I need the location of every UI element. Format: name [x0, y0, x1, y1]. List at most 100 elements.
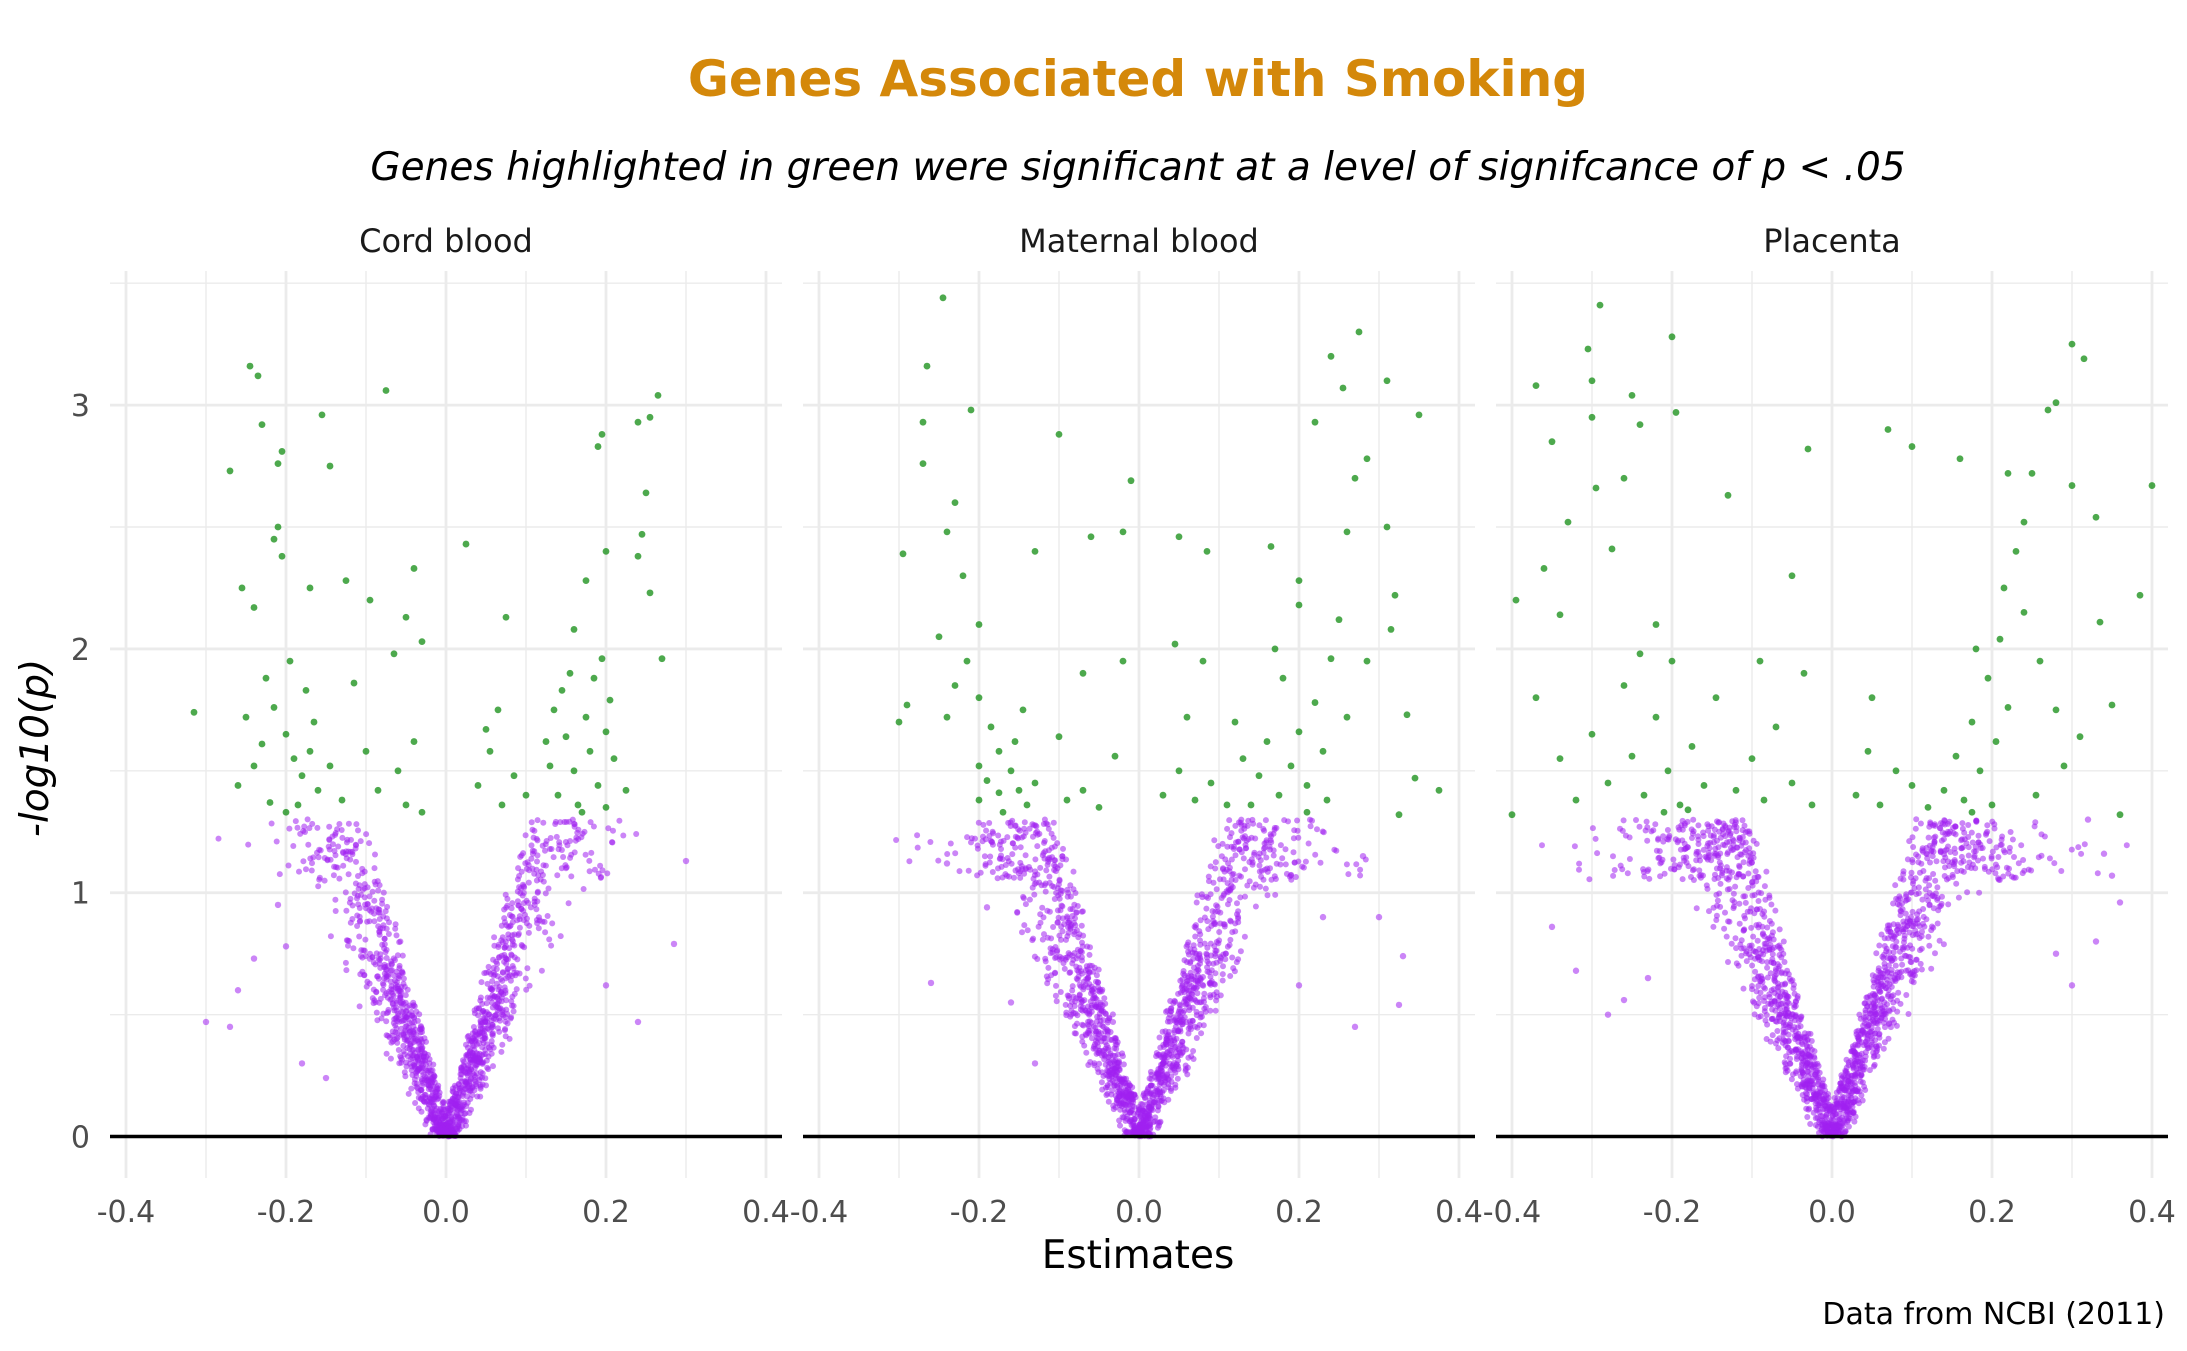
gene-point-nonsig — [1070, 868, 1077, 875]
gene-point-nonsig — [1242, 866, 1248, 873]
gene-point-nonsig — [1902, 910, 1909, 917]
gene-point-nonsig — [534, 920, 541, 927]
gene-point-nonsig — [1716, 859, 1723, 866]
gene-point-nonsig — [1165, 1081, 1172, 1088]
gene-point-sig — [250, 604, 258, 611]
gene-point-nonsig — [1123, 1129, 1130, 1136]
gene-point-nonsig — [353, 821, 360, 828]
gene-point-nonsig — [1771, 990, 1778, 996]
gene-point-nonsig — [394, 952, 401, 959]
gene-point-nonsig — [325, 843, 332, 850]
gene-point-nonsig — [460, 1062, 467, 1069]
gene-point-nonsig — [525, 862, 532, 869]
gene-point-sig — [951, 682, 959, 689]
gene-point-nonsig — [1890, 900, 1897, 907]
gene-point-nonsig — [1049, 854, 1056, 861]
gene-point-nonsig — [1913, 816, 1920, 823]
gene-point-nonsig — [1093, 978, 1099, 985]
gene-point-nonsig — [1794, 1053, 1801, 1060]
gene-point-nonsig — [586, 857, 593, 864]
gene-point-nonsig — [508, 913, 515, 920]
gene-point-nonsig — [1862, 1007, 1869, 1014]
gene-point-sig — [1988, 801, 1996, 809]
gene-point-nonsig — [1656, 848, 1663, 855]
gene-point-nonsig — [1910, 918, 1916, 925]
gene-point-nonsig — [605, 825, 612, 832]
gene-point-nonsig — [1867, 992, 1874, 999]
gene-point-nonsig — [343, 907, 350, 914]
gene-point-nonsig — [343, 967, 350, 974]
gene-point-nonsig — [1046, 873, 1053, 880]
gene-point-nonsig — [1856, 1011, 1863, 1018]
gene-point-nonsig — [1714, 897, 1721, 904]
gene-point-nonsig — [488, 1024, 495, 1031]
gene-point-nonsig — [1043, 973, 1050, 980]
gene-point-nonsig — [338, 827, 345, 833]
gene-point-nonsig — [522, 911, 528, 918]
gene-point-nonsig — [1885, 935, 1892, 942]
gene-point-nonsig — [1198, 891, 1205, 898]
gene-point-nonsig — [1224, 825, 1231, 832]
gene-point-nonsig — [477, 1019, 484, 1026]
gene-point-nonsig — [1070, 886, 1077, 893]
gene-point-sig — [1968, 718, 1976, 726]
gene-point-nonsig — [1207, 1007, 1214, 1014]
gene-point-nonsig — [388, 989, 395, 996]
gene-point-nonsig — [364, 918, 371, 925]
gene-point-nonsig — [1769, 1006, 1776, 1013]
gene-point-nonsig — [1870, 1054, 1877, 1060]
gene-point-sig — [1387, 626, 1395, 633]
gene-point-nonsig — [405, 1090, 412, 1097]
gene-point-sig — [1199, 657, 1207, 665]
gene-point-nonsig — [1700, 846, 1707, 853]
gene-point-nonsig — [1008, 860, 1015, 867]
gene-point-nonsig — [1357, 872, 1364, 879]
gene-point-nonsig — [1993, 844, 2000, 851]
gene-point-nonsig — [376, 960, 383, 967]
gene-point-nonsig — [1717, 880, 1724, 887]
gene-point-nonsig — [1242, 893, 1248, 900]
gene-point-nonsig — [546, 846, 553, 852]
gene-point-sig — [642, 489, 650, 497]
gene-point-nonsig — [1650, 827, 1657, 834]
gene-point-nonsig — [1215, 843, 1222, 850]
gene-point-nonsig — [501, 906, 508, 913]
gene-point-nonsig — [505, 931, 512, 938]
gene-point-nonsig — [376, 928, 383, 935]
gene-point-sig — [1171, 640, 1179, 648]
gene-point-nonsig — [554, 872, 561, 879]
gene-point-nonsig — [571, 823, 578, 830]
gene-point-nonsig — [1834, 1100, 1840, 1107]
gene-point-sig — [498, 801, 506, 809]
gene-point-nonsig — [545, 885, 552, 892]
gene-point-nonsig — [357, 838, 364, 845]
gene-point-nonsig — [1125, 1086, 1132, 1093]
gene-point-nonsig — [1852, 1087, 1858, 1094]
gene-point-nonsig — [1898, 974, 1905, 981]
gene-point-nonsig — [1881, 974, 1888, 981]
gene-point-nonsig — [1009, 851, 1016, 858]
gene-point-nonsig — [1910, 979, 1917, 986]
gene-point-nonsig — [1056, 876, 1063, 883]
gene-point-nonsig — [1078, 949, 1085, 956]
facet-strip-label: Placenta — [1763, 222, 1901, 260]
gene-point-nonsig — [633, 831, 640, 837]
gene-point-nonsig — [464, 1093, 471, 1100]
gene-point-nonsig — [1069, 960, 1076, 967]
gene-point-nonsig — [1093, 1028, 1100, 1035]
gene-point-nonsig — [569, 816, 576, 823]
gene-point-nonsig — [1034, 828, 1041, 835]
gene-point-nonsig — [1726, 886, 1733, 892]
gene-point-nonsig — [1201, 1005, 1208, 1012]
gene-point-sig — [1111, 752, 1119, 760]
gene-point-nonsig — [484, 1041, 490, 1048]
gene-point-nonsig — [455, 1120, 462, 1127]
gene-point-nonsig — [1095, 1069, 1102, 1076]
gene-point-nonsig — [547, 835, 554, 841]
gene-point-nonsig — [1131, 1115, 1138, 1122]
facet-strip-label: Cord blood — [359, 222, 533, 260]
gene-point-nonsig — [1655, 836, 1661, 843]
gene-point-nonsig — [1211, 837, 1218, 844]
gene-point-nonsig — [983, 827, 990, 834]
gene-point-nonsig — [1073, 909, 1080, 916]
